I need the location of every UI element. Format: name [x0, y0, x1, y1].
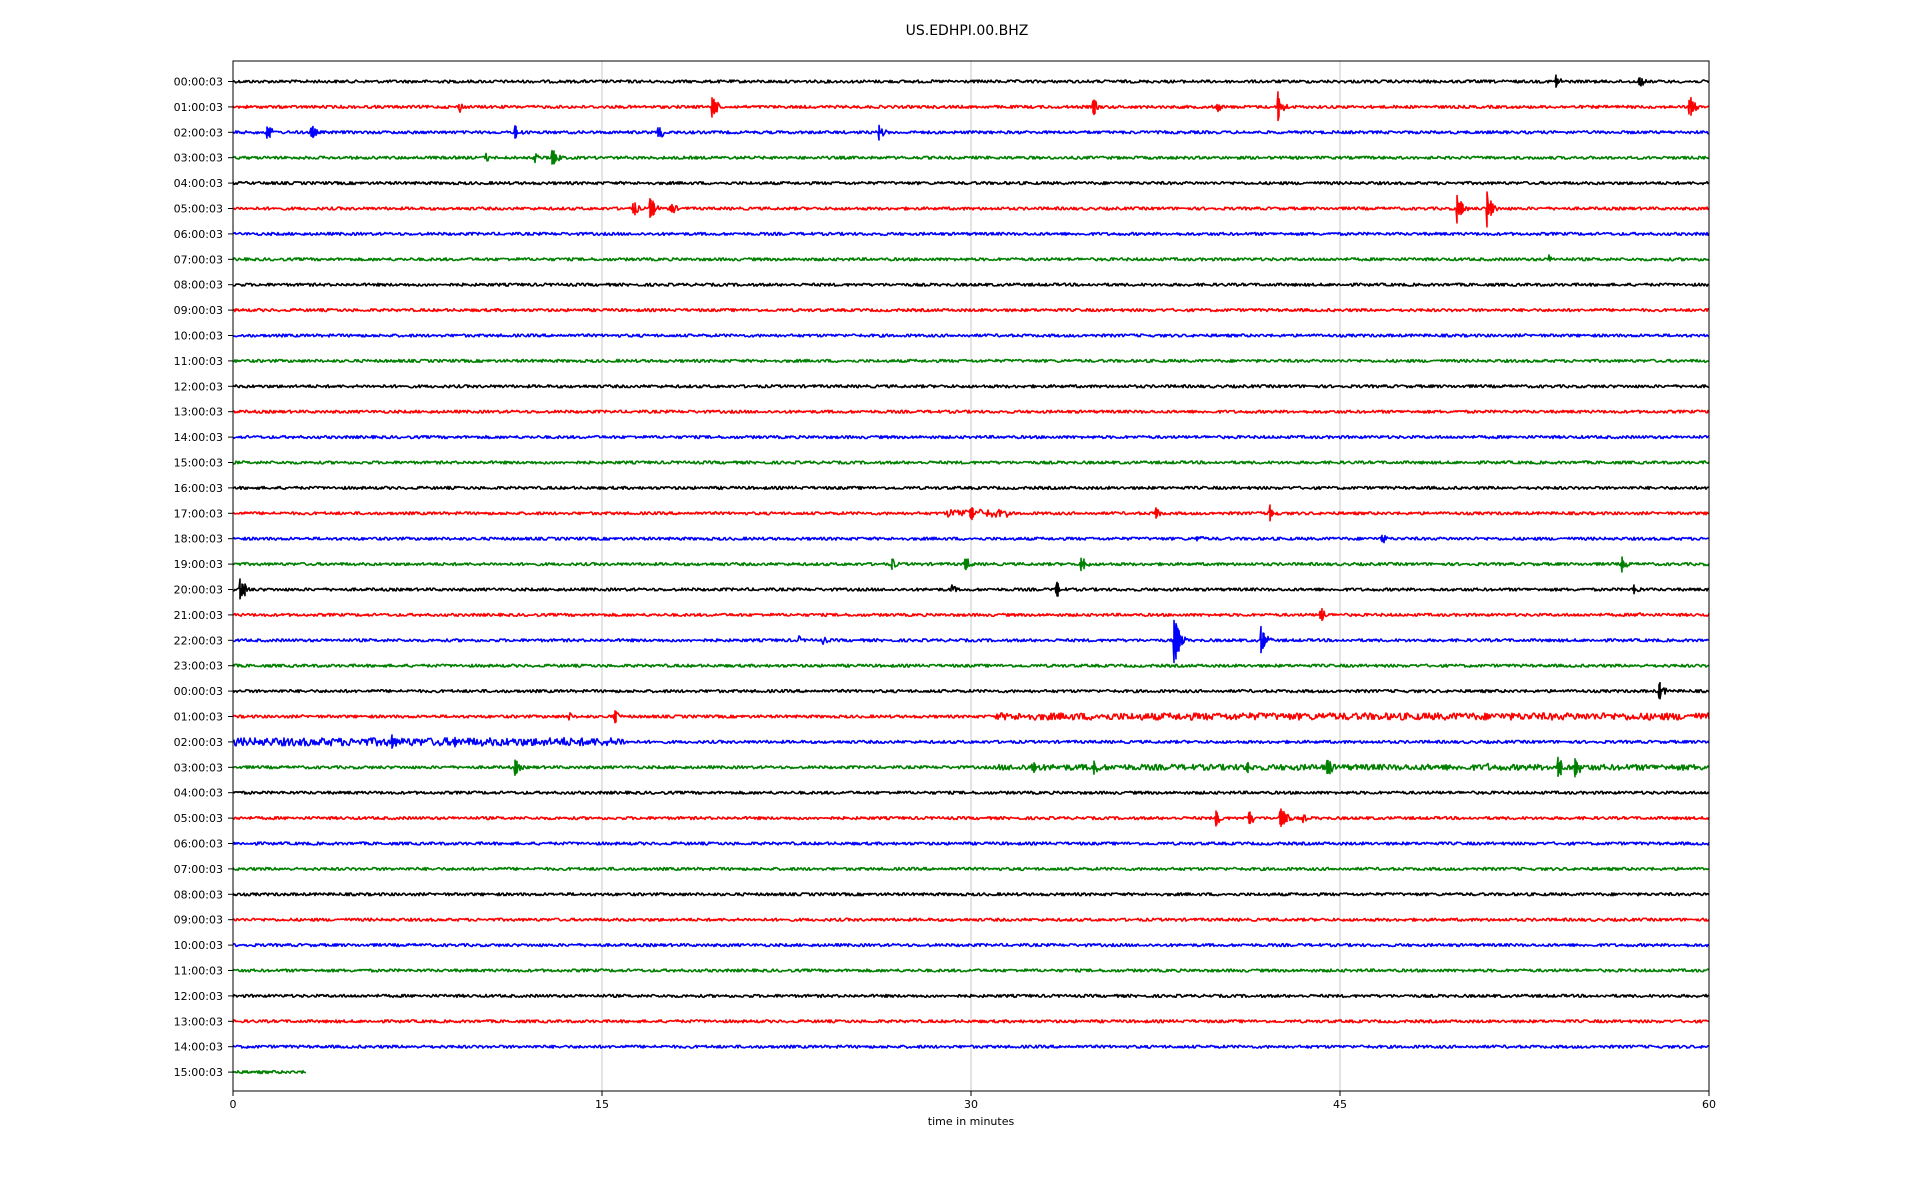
- row-time-label: 15:00:03: [174, 457, 223, 470]
- row-time-label: 02:00:03: [174, 736, 223, 749]
- trace-row-14: [232, 434, 1710, 440]
- row-time-label: 01:00:03: [174, 101, 223, 114]
- trace-row-15: [232, 460, 1710, 465]
- trace-row-22: [232, 619, 1710, 664]
- row-time-label: 10:00:03: [174, 330, 223, 343]
- row-time-label: 14:00:03: [174, 1041, 223, 1054]
- trace-row-28: [232, 790, 1710, 795]
- trace-row-9: [232, 307, 1709, 313]
- chart-title: US.EDHPI.00.BHZ: [906, 23, 1029, 39]
- row-time-label: 14:00:03: [174, 431, 223, 444]
- row-time-label: 00:00:03: [174, 76, 223, 89]
- row-time-label: 04:00:03: [174, 177, 223, 190]
- trace-row-0: [232, 74, 1710, 88]
- row-time-label: 03:00:03: [174, 761, 223, 774]
- trace-row-7: [232, 254, 1710, 262]
- trace-row-35: [232, 968, 1710, 973]
- trace-row-11: [232, 358, 1710, 364]
- row-time-label: 21:00:03: [174, 609, 223, 622]
- trace-row-37: [232, 1019, 1710, 1024]
- row-time-labels: 00:00:03 01:00:03 02:00:03 03:00:03 04:00:03…: [174, 76, 233, 1079]
- row-time-label: 09:00:03: [174, 914, 223, 927]
- row-time-label: 00:00:03: [174, 685, 223, 698]
- trace-row-30: [232, 841, 1710, 846]
- trace-row-31: [232, 866, 1710, 872]
- row-time-label: 15:00:03: [174, 1066, 223, 1079]
- row-time-label: 22:00:03: [174, 634, 223, 647]
- trace-row-16: [232, 485, 1710, 491]
- row-time-label: 02:00:03: [174, 126, 223, 139]
- row-time-label: 06:00:03: [174, 838, 223, 851]
- row-time-label: 05:00:03: [174, 812, 223, 825]
- row-time-label: 08:00:03: [174, 888, 223, 901]
- trace-row-24: [232, 681, 1710, 700]
- trace-row-38: [232, 1044, 1710, 1049]
- trace-row-33: [232, 917, 1710, 922]
- trace-row-10: [232, 333, 1710, 338]
- trace-row-26: [232, 734, 1710, 749]
- trace-row-27: [232, 756, 1710, 778]
- x-tick-label: 0: [230, 1098, 237, 1111]
- x-tick-label: 30: [964, 1098, 978, 1111]
- trace-row-29: [232, 808, 1710, 828]
- row-time-label: 18:00:03: [174, 533, 223, 546]
- trace-row-21: [233, 607, 1710, 622]
- row-time-label: 13:00:03: [174, 406, 223, 419]
- trace-row-5: [232, 191, 1710, 228]
- row-time-label: 23:00:03: [174, 660, 223, 673]
- trace-row-39: [232, 1069, 307, 1075]
- row-time-label: 16:00:03: [174, 482, 223, 495]
- row-time-label: 08:00:03: [174, 279, 223, 292]
- row-time-label: 12:00:03: [174, 380, 223, 393]
- row-time-label: 04:00:03: [174, 787, 223, 800]
- trace-row-18: [232, 534, 1710, 544]
- row-time-label: 12:00:03: [174, 990, 223, 1003]
- trace-row-13: [232, 409, 1710, 414]
- trace-row-36: [232, 993, 1710, 999]
- row-time-label: 05:00:03: [174, 203, 223, 216]
- row-time-label: 03:00:03: [174, 152, 223, 165]
- row-time-label: 07:00:03: [174, 253, 223, 266]
- x-axis: 0 15 30 45 60: [230, 1091, 1716, 1111]
- trace-row-8: [232, 282, 1710, 287]
- x-tick-label: 45: [1333, 1098, 1347, 1111]
- row-time-label: 07:00:03: [174, 863, 223, 876]
- trace-row-4: [232, 180, 1710, 186]
- row-time-label: 10:00:03: [174, 939, 223, 952]
- row-time-label: 13:00:03: [174, 1015, 223, 1028]
- row-time-label: 11:00:03: [174, 355, 223, 368]
- trace-row-17: [232, 504, 1710, 522]
- row-time-label: 01:00:03: [174, 711, 223, 724]
- trace-row-6: [232, 231, 1710, 237]
- trace-row-12: [232, 384, 1710, 389]
- row-time-label: 11:00:03: [174, 965, 223, 978]
- trace-row-25: [232, 710, 1710, 724]
- row-time-label: 09:00:03: [174, 304, 223, 317]
- trace-row-19: [232, 556, 1710, 573]
- x-tick-label: 60: [1702, 1098, 1716, 1111]
- trace-row-1: [232, 91, 1710, 122]
- x-tick-label: 15: [595, 1098, 609, 1111]
- trace-layer: [232, 74, 1710, 1075]
- row-time-label: 06:00:03: [174, 228, 223, 241]
- trace-row-3: [232, 149, 1710, 165]
- trace-row-34: [232, 942, 1710, 948]
- row-time-label: 20:00:03: [174, 584, 223, 597]
- trace-row-20: [232, 578, 1710, 600]
- grid-lines: [601, 61, 1341, 1091]
- trace-row-2: [232, 124, 1710, 141]
- x-axis-label: time in minutes: [928, 1115, 1015, 1128]
- trace-row-23: [232, 663, 1710, 668]
- row-time-label: 19:00:03: [174, 558, 223, 571]
- trace-row-32: [232, 892, 1710, 897]
- row-time-label: 17:00:03: [174, 507, 223, 520]
